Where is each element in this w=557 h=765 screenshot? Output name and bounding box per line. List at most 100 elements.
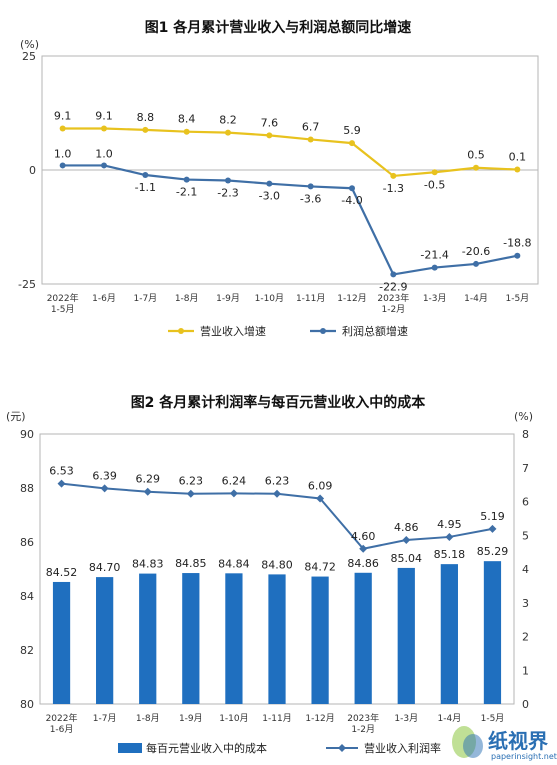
chart2-x-tick-label: 1-6月 <box>50 724 74 735</box>
chart2-y-right-tick-label: 3 <box>522 597 529 610</box>
chart2-rate-label: 6.53 <box>49 465 74 478</box>
chart2-rate-label: 6.23 <box>179 475 204 488</box>
chart1-point-0 <box>390 172 397 179</box>
chart1-y-tick-label: 0 <box>29 164 36 177</box>
chart2-x-tick-label: 1-11月 <box>262 713 291 724</box>
chart1-data-label-1: 1.0 <box>95 147 113 160</box>
chart2-legend-bar-label: 每百元营业收入中的成本 <box>146 741 267 755</box>
chart2-rate-label: 5.19 <box>480 510 505 523</box>
chart1-point-0 <box>183 128 190 135</box>
chart2-x-tick-label: 1-2月 <box>351 724 375 735</box>
chart2-bar-label: 85.18 <box>434 548 466 561</box>
chart1-data-label-1: -2.1 <box>176 186 197 199</box>
chart2-rate-label: 4.86 <box>394 521 419 534</box>
chart2-rate-point <box>100 484 109 493</box>
chart2-rate-label: 4.60 <box>351 530 376 543</box>
chart2-rate-label: 4.95 <box>437 518 462 531</box>
chart1-point-1 <box>473 260 479 267</box>
chart1-point-1 <box>59 162 66 169</box>
chart2-x-tick-label: 1-9月 <box>179 713 203 724</box>
chart1-x-tick-label: 1-12月 <box>337 293 366 304</box>
chart1-x-tick-label: 1-5月 <box>505 293 529 304</box>
chart1-x-tick-label: 2023年 <box>377 292 409 304</box>
chart2-y-right-tick-label: 7 <box>522 462 529 475</box>
chart1-x-tick-label: 1-4月 <box>464 293 488 304</box>
chart2-legend-bar-swatch <box>118 743 142 753</box>
chart1-title: 图1 各月累计营业收入与利润总额同比增速 <box>145 19 412 36</box>
chart1-data-label-0: 5.9 <box>343 124 361 137</box>
chart2-y-right-tick-label: 1 <box>522 664 529 677</box>
chart1-point-0 <box>101 125 107 132</box>
chart1-data-label-1: -21.4 <box>420 249 448 262</box>
chart1-series-line-1 <box>62 164 518 276</box>
chart2-bar-label: 84.84 <box>218 557 250 570</box>
chart2-bar <box>268 574 286 704</box>
chart2-y-right-tick-label: 8 <box>522 428 529 441</box>
chart2-bar <box>225 573 243 704</box>
chart1-y-tick-label: 25 <box>22 50 36 63</box>
chart1-point-0 <box>431 169 438 176</box>
chart1-point-0 <box>349 140 355 147</box>
chart2-x-tick-label: 1-8月 <box>136 713 160 724</box>
chart1-legend-label-1: 利润总额增速 <box>342 324 408 338</box>
chart1-point-1 <box>349 185 355 192</box>
chart2-bar-label: 85.29 <box>477 545 509 558</box>
chart2-bar <box>96 577 114 704</box>
chart1-data-label-0: 8.8 <box>137 111 155 124</box>
chart2-y-left-tick-label: 90 <box>20 428 34 441</box>
chart2-y-left-tick-label: 86 <box>20 536 34 549</box>
chart2-x-tick-label: 2023年 <box>347 712 379 724</box>
chart1-data-label-1: -20.6 <box>462 245 490 258</box>
chart2-rate-label: 6.39 <box>92 469 117 482</box>
chart1-x-tick-label: 1-11月 <box>296 293 325 304</box>
chart2-y-left-unit: (元) <box>6 410 26 423</box>
chart1-point-1 <box>266 180 273 187</box>
chart2-bar-label: 84.85 <box>175 557 207 570</box>
chart1-y-unit: (%) <box>20 38 39 51</box>
chart2-rate-label: 6.24 <box>222 474 247 487</box>
chart1-legend-label-0: 营业收入增速 <box>200 324 266 338</box>
chart2-bar-label: 84.70 <box>89 561 121 574</box>
chart2-x-tick-label: 1-5月 <box>481 713 505 724</box>
chart1-x-tick-label: 1-9月 <box>216 293 240 304</box>
chart2-x-tick-label: 1-7月 <box>93 713 117 724</box>
chart2-x-tick-label: 1-3月 <box>394 713 418 724</box>
chart2-bar-label: 84.83 <box>132 558 164 571</box>
chart2-y-left-tick-label: 80 <box>20 698 34 711</box>
chart2-y-right-tick-label: 5 <box>522 529 529 542</box>
chart2-x-tick-label: 1-12月 <box>305 713 334 724</box>
chart2-bar <box>52 581 71 704</box>
chart1-point-1 <box>390 271 397 278</box>
chart1-x-tick-label: 1-2月 <box>381 304 405 315</box>
chart1-data-label-1: -2.3 <box>217 186 238 199</box>
chart1-point-1 <box>142 172 149 179</box>
chart2-bar <box>483 561 502 704</box>
chart1-data-label-0: 0.1 <box>509 151 527 164</box>
chart2-title: 图2 各月累计利润率与每百元营业收入中的成本 <box>131 394 427 411</box>
chart1-x-tick-label: 1-10月 <box>255 293 284 304</box>
chart2-legend-marker <box>338 744 346 752</box>
chart1-data-label-0: -0.5 <box>424 178 445 191</box>
watermark-logo: 纸视界 paperinsight.net <box>452 726 557 761</box>
chart2-rate-point <box>57 479 66 488</box>
chart2-y-right-tick-label: 6 <box>522 496 529 509</box>
chart1-data-label-1: -22.9 <box>379 280 407 293</box>
chart1-data-label-1: -4.0 <box>341 194 362 207</box>
chart1-data-label-0: 9.1 <box>95 110 113 123</box>
chart2-bar <box>182 573 200 704</box>
chart2-bar-label: 84.86 <box>347 557 379 570</box>
chart2-bar-label: 84.80 <box>261 558 293 571</box>
chart1-point-1 <box>183 176 190 183</box>
chart2-x-tick-label: 2022年 <box>46 712 78 724</box>
watermark-url: paperinsight.net <box>491 752 557 761</box>
chart1-data-label-1: -18.8 <box>503 237 531 250</box>
chart1-x-tick-label: 1-5月 <box>51 304 75 315</box>
chart1-legend-marker-1 <box>320 328 326 334</box>
chart1-point-0 <box>473 164 479 171</box>
chart1-data-label-0: 6.7 <box>302 120 320 133</box>
chart1-point-1 <box>101 162 107 169</box>
chart1-data-label-1: 1.0 <box>54 147 72 160</box>
chart2-bar <box>397 567 415 704</box>
chart1-point-0 <box>225 129 231 136</box>
